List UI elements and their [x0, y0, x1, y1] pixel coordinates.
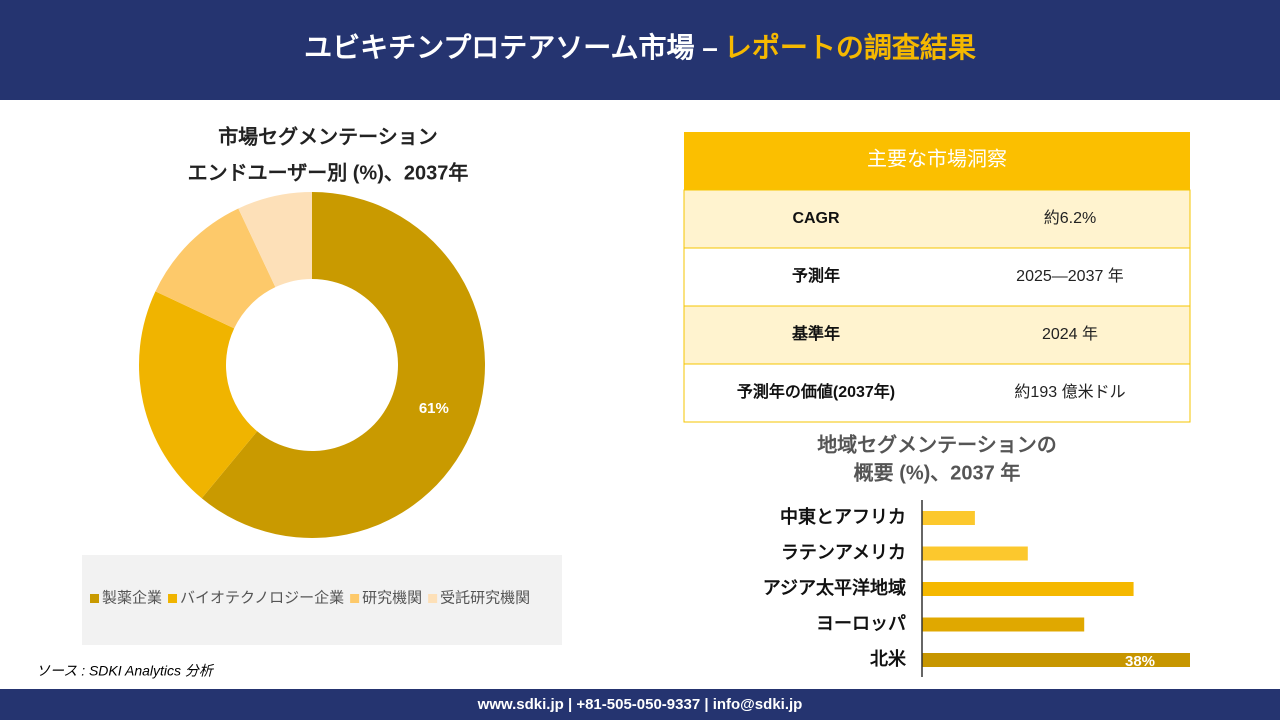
header-bar [0, 0, 1280, 100]
donut-segment [139, 291, 258, 499]
bar [922, 546, 1028, 561]
table-title: 主要な市場洞察 [867, 148, 1007, 171]
legend-marker [90, 594, 99, 603]
table-key: 予測年 [792, 266, 840, 285]
legend-box [82, 555, 562, 645]
bar [922, 511, 975, 525]
source: ソース : SDKI Analytics 分析 [36, 663, 215, 679]
table-row [683, 363, 1191, 423]
table-value: 約193 億米ドル [1014, 383, 1125, 401]
legend-marker [350, 594, 360, 603]
donut-segment [238, 192, 312, 288]
table-row [683, 189, 1191, 249]
donut-segment [201, 192, 485, 538]
footer-bar [0, 689, 1280, 720]
y-tick-label: ラテンアメリカ [781, 542, 906, 562]
header-title: ユビキチンプロテアソーム市場 – レポートの調査結果 [304, 31, 976, 63]
chart-title: 市場セグメンテーション [218, 124, 438, 148]
y-tick-label: 北米 [870, 648, 907, 669]
bar [922, 653, 1190, 667]
legend-label: 製薬企業 [102, 588, 162, 606]
bar [922, 582, 1134, 596]
table-value: 約6.2% [1044, 209, 1096, 227]
legend-label: 受託研究機関 [440, 589, 530, 606]
legend-label: 研究機関 [362, 589, 422, 606]
title-main: ユビキチンプロテアソーム市場 – [304, 31, 718, 63]
y-tick-label: アジア太平洋地域 [763, 577, 906, 598]
table-row [683, 247, 1191, 307]
legend-label: バイオテクノロジー企業 [180, 588, 344, 606]
footer: www.sdki.jp | +81-505-050-9337 | info@sd… [477, 696, 803, 713]
chart-title: エンドユーザー別 (%)、2037年 [188, 160, 469, 184]
legend-marker [168, 594, 178, 603]
title-highlight: レポートの調査結果 [724, 31, 976, 63]
table-header [684, 132, 1190, 190]
table-value: 2025—2037 年 [1016, 267, 1124, 285]
table-value: 2024 年 [1042, 325, 1098, 343]
y-tick-label: 中東とアフリカ [780, 506, 906, 527]
chart-title: 概要 (%)、2037 年 [854, 460, 1021, 484]
table-row [683, 305, 1191, 365]
data-label: 61% [419, 400, 449, 417]
data-label: 38% [1125, 653, 1155, 670]
bar [922, 617, 1085, 632]
table-key: 予測年の価値(2037年) [737, 382, 895, 401]
chart-title: 地域セグメンテーションの [817, 432, 1057, 456]
table-key: 基準年 [791, 324, 840, 343]
y-tick-label: ヨーロッパ [816, 613, 906, 633]
legend-marker [428, 594, 438, 603]
table-key: CAGR [792, 210, 840, 227]
donut-segment [155, 208, 276, 329]
